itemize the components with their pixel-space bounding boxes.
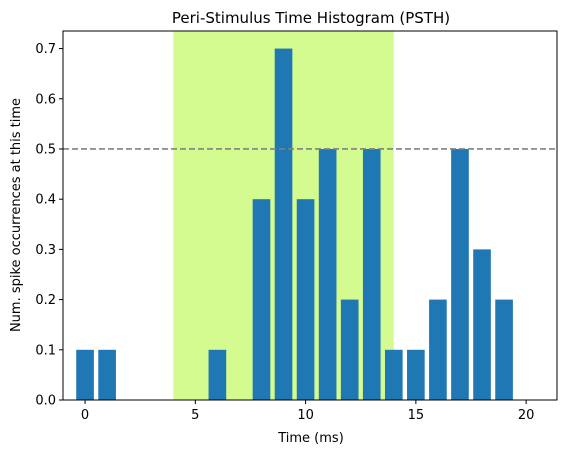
y-tick-label: 0.7 (35, 42, 56, 57)
y-tick-label: 0.1 (35, 343, 56, 358)
y-tick-label: 0.3 (35, 243, 56, 258)
chart-title: Peri-Stimulus Time Histogram (PSTH) (172, 9, 450, 27)
x-tick-label: 10 (297, 408, 314, 423)
bar (208, 349, 227, 400)
x-axis-label: Time (ms) (277, 431, 344, 446)
plot-area: 0 5 10 15 20 0.0 0.1 0.2 0.3 0.4 0.5 0.6 0.7 (35, 30, 558, 423)
y-tick-label: 0.5 (35, 142, 56, 157)
bar (252, 199, 271, 400)
x-tick-label: 15 (408, 408, 425, 423)
x-tick-label: 20 (518, 408, 535, 423)
bar (76, 349, 94, 400)
bar (384, 349, 403, 400)
y-tick-label: 0.6 (35, 92, 56, 107)
y-tick-label: 0.0 (35, 394, 56, 409)
bar (362, 148, 381, 400)
x-tick-label: 0 (81, 408, 89, 423)
bar (318, 148, 337, 400)
bar (98, 349, 116, 400)
x-tick-label: 5 (191, 408, 199, 423)
bar (473, 249, 491, 400)
bar (495, 299, 513, 400)
bar (407, 349, 425, 400)
y-axis-label: Num. spike occurrences at this time (9, 98, 24, 332)
y-tick-label: 0.4 (35, 193, 56, 208)
bar (451, 148, 469, 400)
bar (296, 199, 315, 400)
axes-frame (62, 30, 558, 401)
bar (429, 299, 447, 400)
y-tick-label: 0.2 (35, 293, 56, 308)
bar (274, 48, 293, 400)
bar (340, 299, 359, 400)
